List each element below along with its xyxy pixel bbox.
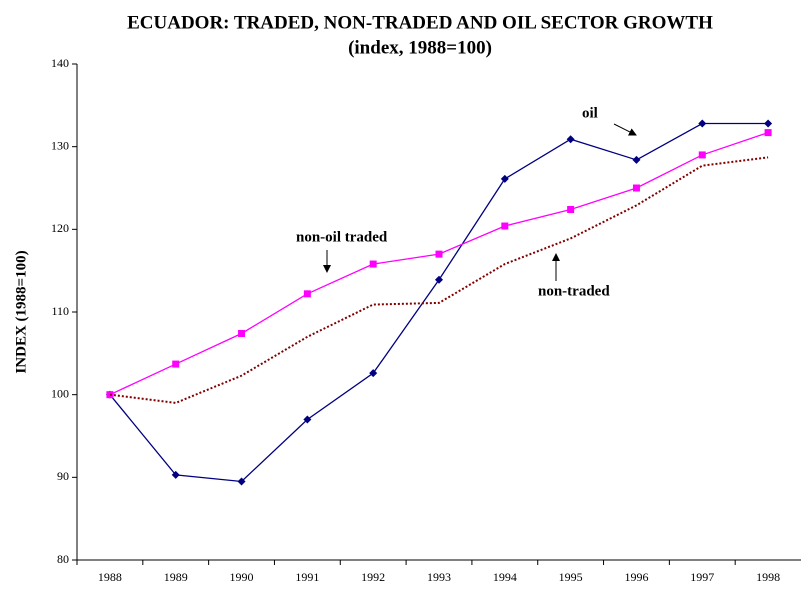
y-tick-label: 90 [57,469,69,483]
marker [698,151,706,159]
y-tick-label: 100 [51,386,69,400]
marker [764,119,773,128]
x-tick-label: 1992 [361,570,385,584]
annotation: non-traded [538,283,610,299]
annotation-arrow [613,123,637,136]
marker [303,415,312,424]
marker [501,222,509,230]
x-tick-label: 1998 [756,570,780,584]
chart-subtitle: (index, 1988=100) [348,37,492,58]
marker [303,290,311,298]
marker [171,470,180,479]
marker [567,205,575,213]
marker [369,260,377,268]
y-tick-label: 130 [51,138,69,152]
series-line [109,156,769,404]
marker [764,129,772,137]
marker [238,329,246,337]
x-tick-label: 1991 [295,570,319,584]
x-tick-label: 1989 [164,570,188,584]
marker [698,119,707,128]
y-tick-label: 140 [51,56,69,70]
x-tick-label: 1997 [690,570,714,584]
x-tick-label: 1990 [230,570,254,584]
x-tick-label: 1996 [624,570,648,584]
x-tick-label: 1988 [98,570,122,584]
x-tick-label: 1994 [493,570,517,584]
marker [369,369,378,378]
chart-title: ECUADOR: TRADED, NON-TRADED AND OIL SECT… [127,12,713,33]
marker [566,135,575,144]
series-line [109,131,769,396]
annotation: oil [582,105,598,121]
x-tick-label: 1993 [427,570,451,584]
marker [632,184,640,192]
marker [632,155,641,164]
y-tick-label: 120 [51,221,69,235]
y-tick-label: 80 [57,552,69,566]
y-tick-label: 110 [51,304,69,318]
marker [435,275,443,284]
marker [435,250,443,258]
y-axis-label: INDEX (1988=100) [13,250,29,373]
marker [500,174,509,183]
x-tick-label: 1995 [559,570,583,584]
annotation: non-oil traded [296,229,388,245]
marker [237,477,246,486]
marker [172,360,180,368]
